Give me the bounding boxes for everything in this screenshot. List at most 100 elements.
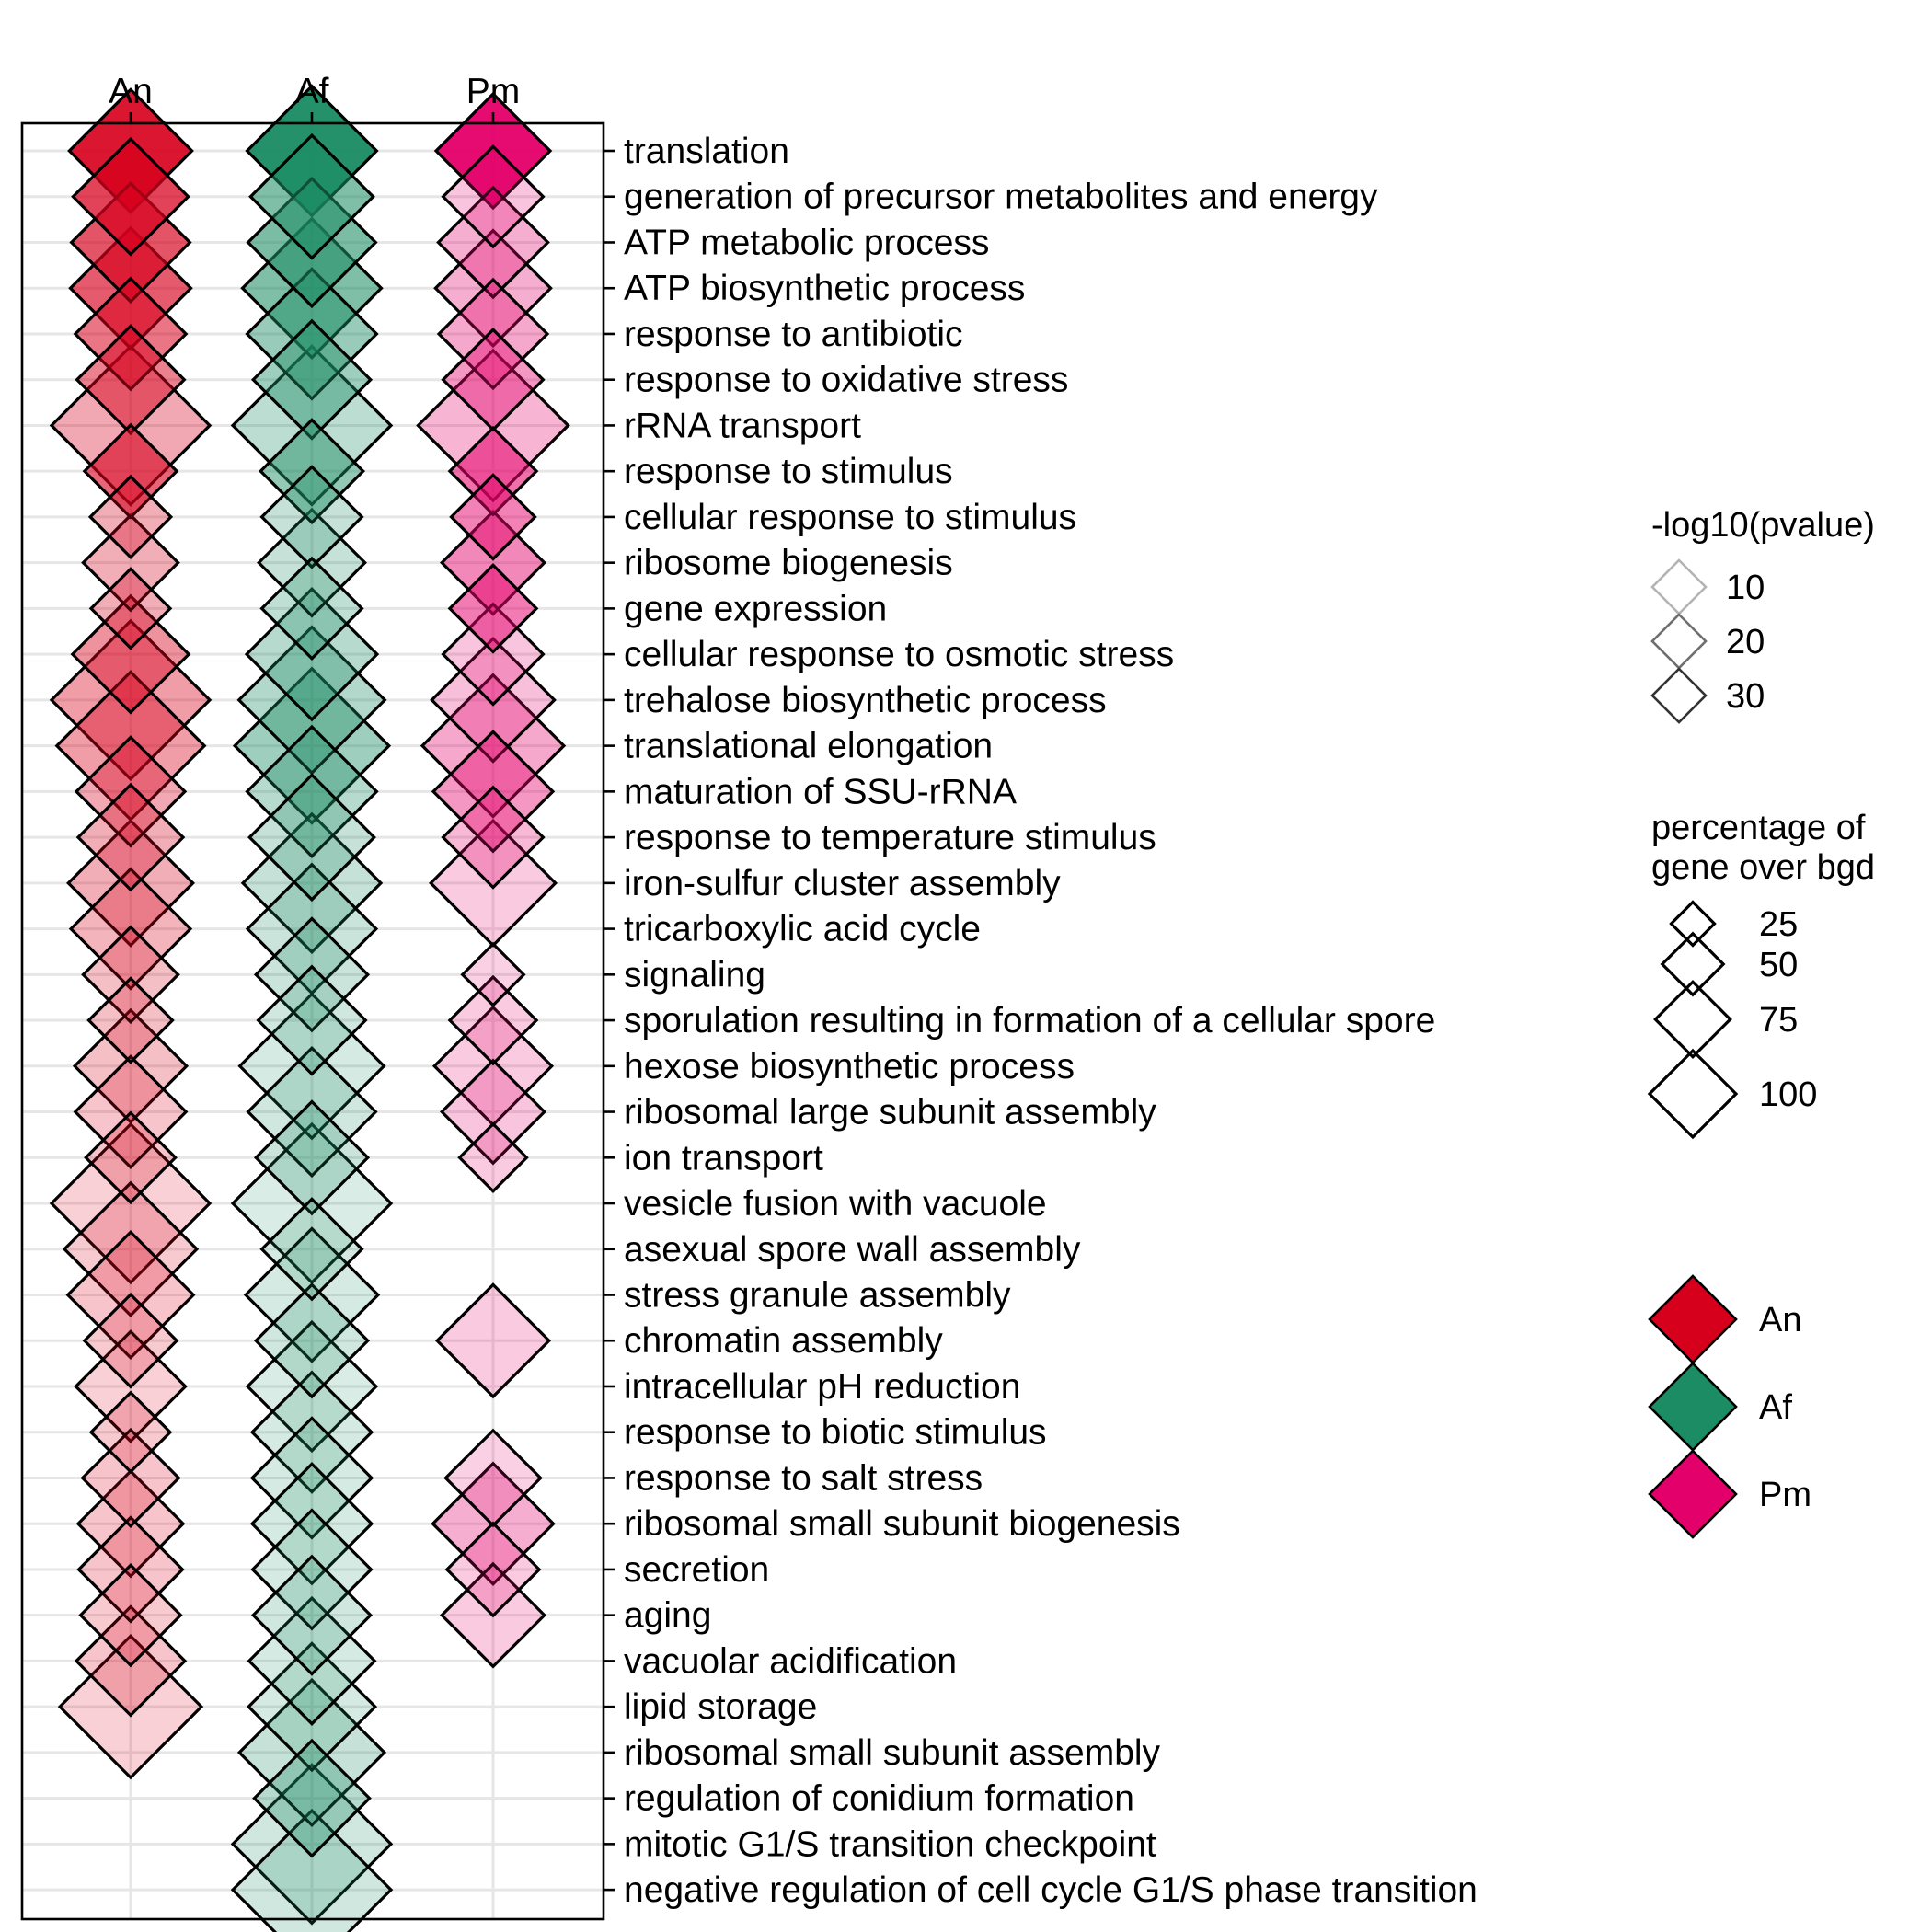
data-points bbox=[49, 84, 570, 1932]
legend-species-key-an bbox=[1648, 1274, 1738, 1364]
term-label: stress granule assembly bbox=[624, 1276, 1011, 1316]
term-label: mitotic G1/S transition checkpoint bbox=[624, 1824, 1156, 1864]
point-an-chromatin-assembly bbox=[82, 1292, 179, 1389]
point-an-cellular-response-to-osmotic-stress bbox=[70, 593, 191, 715]
point-af-response-to-antibiotic bbox=[245, 267, 379, 401]
term-label: gene expression bbox=[624, 589, 887, 628]
point-an-lipid-storage bbox=[57, 1633, 204, 1780]
term-label: ATP biosynthetic process bbox=[624, 269, 1025, 308]
point-pm-maturation-of-ssu-rrna bbox=[431, 730, 556, 854]
point-pm-secretion bbox=[444, 1521, 542, 1618]
legend-percentage-label: 100 bbox=[1759, 1075, 1817, 1114]
point-af-response-to-stimulus bbox=[259, 418, 365, 525]
point-an-signaling bbox=[81, 925, 180, 1025]
point-an-iron-sulfur-cluster-assembly bbox=[66, 818, 195, 948]
point-af-ribosomal-small-subunit-biogenesis bbox=[249, 1462, 374, 1586]
point-an-cellular-response-to-stimulus bbox=[87, 474, 174, 560]
point-af-ribosome-biogenesis bbox=[257, 507, 367, 618]
term-label: response to salt stress bbox=[624, 1458, 983, 1498]
point-af-cellular-response-to-stimulus bbox=[259, 465, 364, 569]
legend-percentage-label: 50 bbox=[1759, 946, 1798, 984]
point-af-vesicle-fusion-with-vacuole bbox=[230, 1121, 394, 1285]
term-label: ATP metabolic process bbox=[624, 223, 989, 262]
legend-percentage-key bbox=[1653, 980, 1732, 1059]
point-an-response-to-stimulus bbox=[82, 422, 179, 520]
point-af-aging bbox=[250, 1554, 374, 1676]
term-label: translation bbox=[624, 132, 789, 171]
term-label: lipid storage bbox=[624, 1687, 817, 1727]
point-af-vacuolar-acidification bbox=[247, 1595, 377, 1726]
point-af-ribosomal-large-subunit-assembly bbox=[246, 1045, 378, 1179]
point-an-response-to-temperature-stimulus bbox=[75, 782, 186, 892]
term-label: vacuolar acidification bbox=[624, 1641, 957, 1681]
point-an-maturation-of-ssu-rrna bbox=[74, 735, 188, 848]
term-label: response to oxidative stress bbox=[624, 361, 1068, 400]
point-af-intracellular-ph-reduction bbox=[245, 1319, 379, 1454]
point-af-response-to-oxidative-stress bbox=[250, 318, 374, 441]
legend-pvalue-title: -log10(pvalue) bbox=[1651, 506, 1875, 545]
term-label: tricarboxylic acid cycle bbox=[624, 910, 981, 949]
legend-pvalue-label: 10 bbox=[1726, 569, 1765, 607]
point-an-aging bbox=[78, 1563, 183, 1668]
term-label: response to biotic stimulus bbox=[624, 1413, 1047, 1453]
column-label-af: Af bbox=[295, 72, 329, 111]
legend-species-label: An bbox=[1759, 1301, 1801, 1340]
point-pm-ribosomal-large-subunit-assembly bbox=[440, 1058, 546, 1166]
legend-pvalue-key bbox=[1650, 613, 1708, 670]
term-label: cellular response to osmotic stress bbox=[624, 635, 1174, 674]
legend-species-label: Pm bbox=[1759, 1476, 1811, 1514]
point-af-response-to-temperature-stimulus bbox=[247, 773, 376, 903]
legend-pvalue-key bbox=[1650, 667, 1708, 724]
term-label: response to antibiotic bbox=[624, 315, 963, 354]
point-an-secretion bbox=[76, 1515, 185, 1624]
column-labels: An Af Pm bbox=[109, 72, 520, 111]
point-an-gene-expression bbox=[88, 567, 173, 650]
point-af-lipid-storage bbox=[246, 1641, 378, 1773]
legend-percentage-title-line2: gene over bgd bbox=[1651, 848, 1875, 887]
legend-percentage-key bbox=[1647, 1048, 1739, 1140]
point-pm-response-to-temperature-stimulus bbox=[441, 785, 546, 890]
term-label: asexual spore wall assembly bbox=[624, 1230, 1081, 1270]
point-pm-signaling bbox=[460, 941, 526, 1007]
point-af-regulation-of-conidium-formation bbox=[252, 1738, 372, 1858]
point-an-response-to-salt-stress bbox=[80, 1427, 181, 1529]
legend-species-key-af bbox=[1648, 1362, 1738, 1452]
legend-percentage-label: 75 bbox=[1759, 1001, 1798, 1040]
term-label: ribosomal small subunit assembly bbox=[624, 1733, 1161, 1773]
term-label: signaling bbox=[624, 955, 765, 995]
point-an-vacuolar-acidification bbox=[74, 1604, 188, 1718]
legend-species-key-pm bbox=[1648, 1449, 1738, 1539]
point-pm-atp-metabolic-process bbox=[436, 185, 550, 300]
point-af-maturation-of-ssu-rrna bbox=[245, 724, 379, 859]
term-label: cellular response to stimulus bbox=[624, 498, 1076, 537]
point-an-ribosomal-small-subunit-biogenesis bbox=[75, 1468, 186, 1579]
point-af-cellular-response-to-osmotic-stress bbox=[244, 586, 380, 722]
term-label: hexose biosynthetic process bbox=[624, 1047, 1075, 1087]
point-af-response-to-biotic-stimulus bbox=[249, 1370, 374, 1494]
axis-ticks bbox=[129, 112, 615, 1892]
point-af-mitotic-g1-s-transition-checkpoint bbox=[230, 1763, 394, 1926]
point-an-ion-transport bbox=[84, 1110, 178, 1205]
point-pm-ion-transport bbox=[457, 1121, 529, 1194]
term-label: vesicle fusion with vacuole bbox=[624, 1184, 1047, 1224]
term-label: ribosome biogenesis bbox=[624, 544, 953, 583]
point-af-tricarboxylic-acid-cycle bbox=[245, 862, 379, 995]
point-an-response-to-biotic-stimulus bbox=[88, 1390, 173, 1474]
column-label-an: An bbox=[109, 72, 153, 111]
point-af-ion-transport bbox=[253, 1099, 371, 1216]
term-label: ion transport bbox=[624, 1138, 823, 1178]
point-pm-cellular-response-to-osmotic-stress bbox=[441, 602, 546, 707]
point-pm-chromatin-assembly bbox=[434, 1282, 552, 1399]
legend-percentage-key bbox=[1669, 900, 1717, 948]
point-an-sporulation-resulting-in-formation-of-a-cellular-spore bbox=[86, 976, 175, 1064]
point-pm-response-to-antibiotic bbox=[436, 277, 550, 391]
point-an-ribosome-biogenesis bbox=[81, 512, 180, 613]
legend-species: An Af Pm bbox=[1648, 1274, 1811, 1539]
point-pm-trehalose-biosynthetic-process bbox=[430, 637, 557, 764]
point-pm-response-to-stimulus bbox=[447, 425, 539, 517]
point-af-rrna-transport bbox=[230, 344, 394, 507]
term-label: response to stimulus bbox=[624, 452, 953, 491]
